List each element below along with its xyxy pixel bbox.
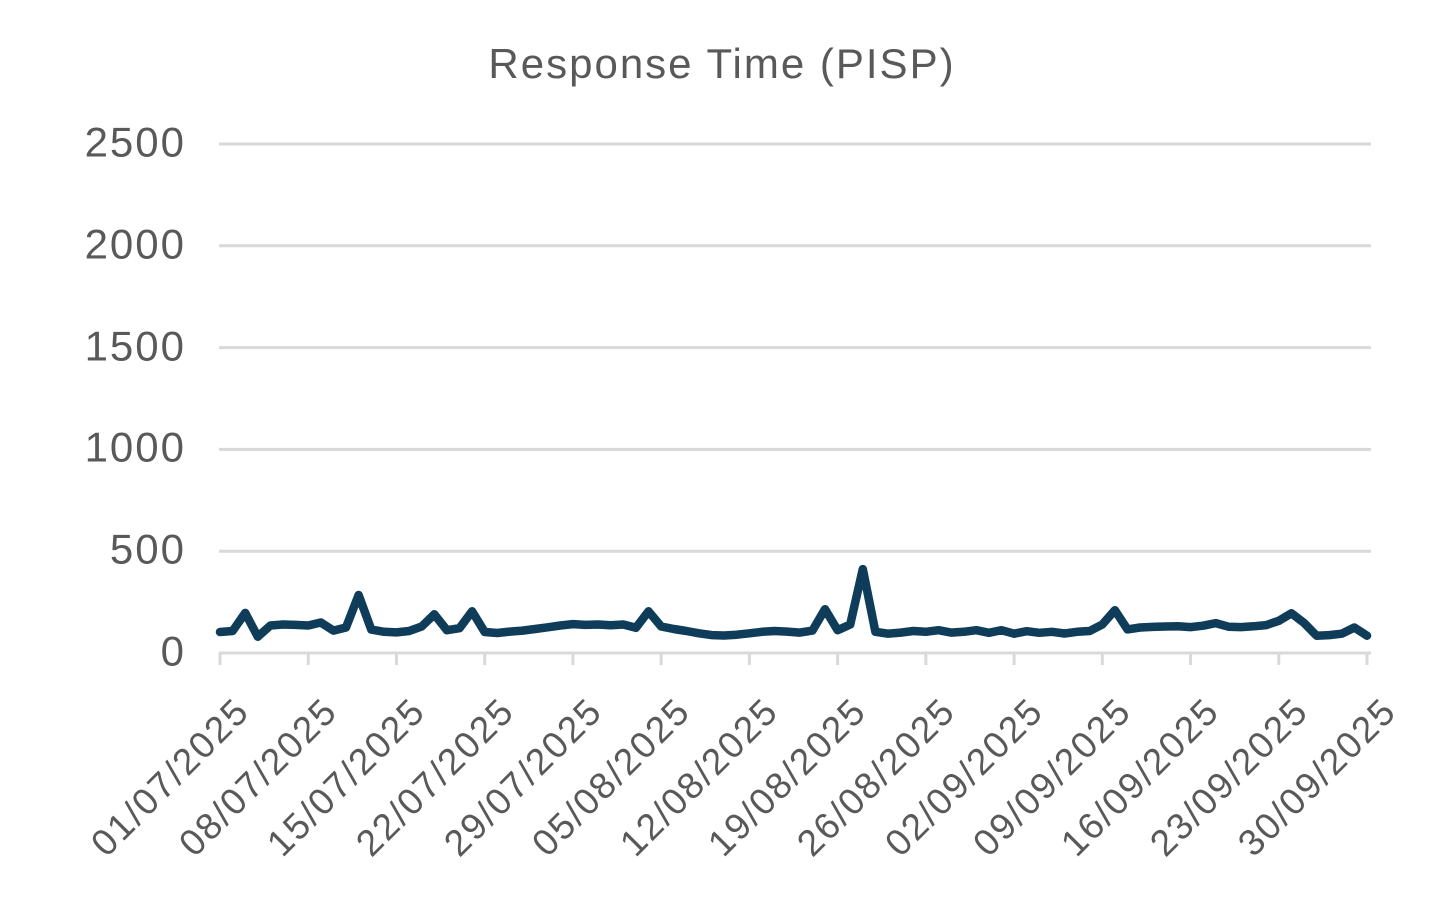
y-axis-tick-label: 1500: [84, 322, 186, 370]
y-axis-tick-label: 2000: [84, 220, 186, 268]
response-time-series-line: [215, 564, 1372, 641]
chart-title: Response Time (PISP): [488, 40, 956, 87]
y-axis-tick-label: 2500: [84, 118, 186, 166]
y-axis-tick-label: 0: [160, 627, 186, 675]
y-axis-tick-label: 500: [109, 525, 186, 573]
y-axis-tick-label: 1000: [84, 423, 186, 471]
